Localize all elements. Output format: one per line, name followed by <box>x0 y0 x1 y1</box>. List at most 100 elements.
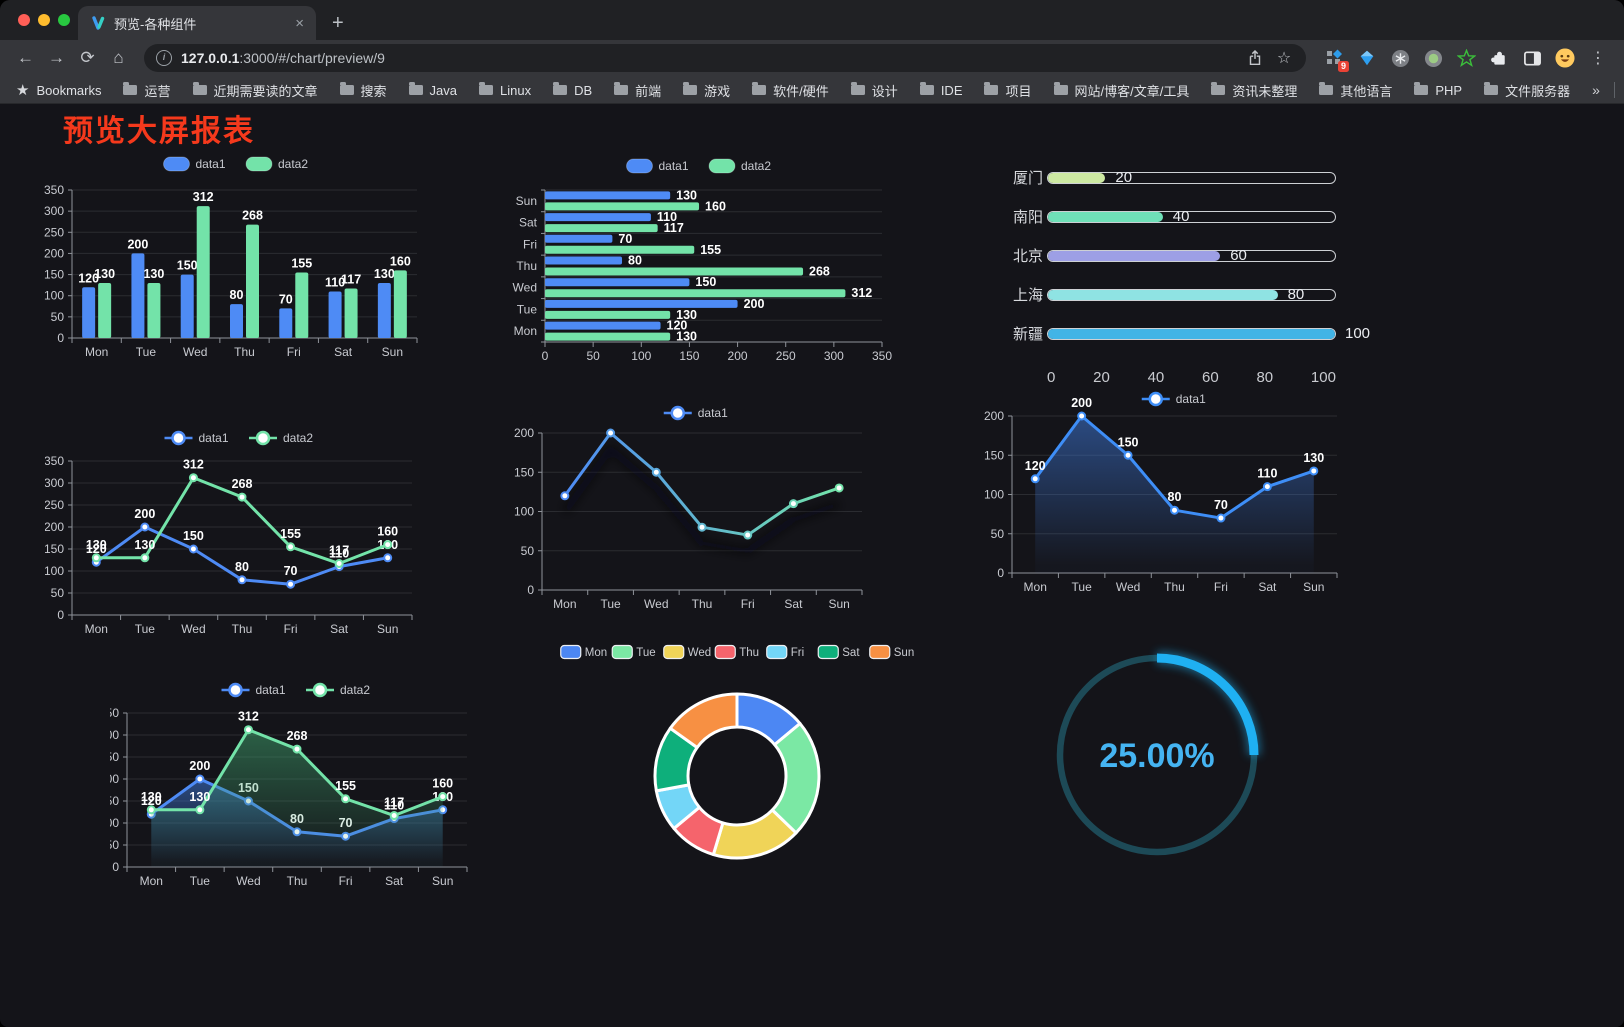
tab-close-icon[interactable]: × <box>295 14 304 32</box>
svg-text:300: 300 <box>44 204 64 218</box>
bookmark-folder[interactable]: Linux <box>479 82 531 98</box>
progress-fill <box>1048 172 1106 183</box>
svg-text:0: 0 <box>997 566 1004 580</box>
folder-icon <box>1211 82 1226 95</box>
progress-value: 20 <box>1115 168 1133 186</box>
folder-icon <box>123 82 138 95</box>
svg-text:70: 70 <box>1214 498 1228 512</box>
grid-extension-icon[interactable]: 9 <box>1324 48 1349 72</box>
bookmark-folder[interactable]: 文件服务器 <box>1484 81 1570 100</box>
horizontal-bar-chart[interactable]: data1 data2 0 50 100 150 200 250 300 350 Sun Sat Fri… <box>505 150 897 370</box>
address-bar[interactable]: i 127.0.0.1:3000/#/chart/preview/9 ☆ <box>144 44 1306 72</box>
progress-row: 北京 60 <box>995 236 1393 275</box>
bookmarks-manager[interactable]: ★ Bookmarks <box>16 81 101 99</box>
bookmark-label: 搜索 <box>360 83 387 99</box>
two-series-area-chart[interactable]: data1 data2 0 50 100 150 200 250 300 350 Mon Tue Wed… <box>110 677 482 895</box>
side-panel-icon[interactable] <box>1522 48 1542 68</box>
svg-text:117: 117 <box>329 544 349 558</box>
svg-text:80: 80 <box>628 254 642 268</box>
bookmark-folder[interactable]: 资讯未整理 <box>1211 81 1297 100</box>
close-window-button[interactable] <box>18 14 30 26</box>
bookmarks-overflow-chevron[interactable]: » <box>1592 82 1600 98</box>
svg-text:300: 300 <box>45 476 64 490</box>
folder-icon <box>408 82 423 95</box>
bookmark-star-icon[interactable]: ☆ <box>1276 50 1292 67</box>
svg-text:Mon: Mon <box>85 622 108 636</box>
svg-text:130: 130 <box>676 188 697 202</box>
bookmark-folder[interactable]: 项目 <box>984 81 1032 100</box>
green-star-extension-icon[interactable] <box>1456 48 1476 68</box>
bookmark-folder[interactable]: 设计 <box>850 81 898 100</box>
svg-text:Fri: Fri <box>523 237 537 251</box>
profile-avatar[interactable] <box>1555 48 1575 68</box>
bookmark-folder[interactable]: 网站/博客/文章/工具 <box>1053 81 1189 100</box>
bookmark-folder[interactable]: 其他语言 <box>1319 81 1392 100</box>
svg-text:Tue: Tue <box>136 345 157 359</box>
svg-text:Mon: Mon <box>553 597 576 611</box>
bookmark-folder[interactable]: IDE <box>919 82 962 98</box>
new-tab-button[interactable]: + <box>332 12 344 34</box>
forward-icon[interactable]: → <box>48 48 65 67</box>
svg-text:300: 300 <box>110 728 119 742</box>
svg-text:Wed: Wed <box>181 622 205 636</box>
weekday-donut-chart[interactable]: Mon Tue Wed Thu Fri Sat Sun <box>552 638 922 893</box>
bookmark-folder[interactable]: 软件/硬件 <box>752 81 829 100</box>
back-icon[interactable]: ← <box>17 48 34 67</box>
folder-icon <box>752 82 767 95</box>
city-progress-bars[interactable]: 厦门 20 南阳 40 北京 60 上海 80 新疆 100 0 20 40 60 80 100 <box>995 152 1393 394</box>
bookmark-label: 资讯未整理 <box>1232 83 1298 99</box>
progress-row: 南阳 40 <box>995 197 1393 236</box>
svg-text:Wed: Wed <box>513 281 537 295</box>
progress-track: 80 <box>1047 286 1336 303</box>
svg-text:130: 130 <box>141 790 162 804</box>
home-icon[interactable]: ⌂ <box>113 48 124 67</box>
grouped-bar-chart[interactable]: data1 data2 0 50 100 150 200 250 300 350 Mon Tue Wed… <box>40 150 432 370</box>
svg-text:Sat: Sat <box>334 345 353 359</box>
url-text: 127.0.0.1:3000/#/chart/preview/9 <box>181 50 385 66</box>
bookmarks-label: Bookmarks <box>36 82 102 98</box>
svg-text:Sun: Sun <box>1303 580 1324 594</box>
svg-text:268: 268 <box>287 729 308 743</box>
share-icon[interactable] <box>1245 48 1265 68</box>
browser-tab[interactable]: 预览-各种组件 × <box>78 6 316 40</box>
record-circle-extension-icon[interactable] <box>1423 48 1443 68</box>
bookmark-folder[interactable]: 前端 <box>614 81 661 100</box>
zoom-window-button[interactable] <box>58 14 70 26</box>
single-series-area-chart[interactable]: data1 0 50 100 150 200 Mon Tue Wed Thu Fri Sat Sun 12… <box>980 388 1362 603</box>
minimize-window-button[interactable] <box>38 14 50 26</box>
bookmark-folder[interactable]: 搜索 <box>339 81 387 100</box>
svg-text:80: 80 <box>235 560 249 574</box>
browser-menu-icon[interactable]: ⋮ <box>1590 50 1606 67</box>
bookmark-folder[interactable]: Java <box>408 82 457 98</box>
bookmark-folder[interactable]: 游戏 <box>683 81 730 100</box>
gradient-line-chart[interactable]: data1 0 50 100 150 200 Mon Tue Wed Thu Fri Sat Sun <box>505 400 887 618</box>
svg-text:150: 150 <box>679 349 699 363</box>
bookmark-label: 设计 <box>871 83 898 99</box>
svg-text:130: 130 <box>676 330 697 344</box>
svg-text:100: 100 <box>45 564 64 578</box>
series-data1 <box>560 428 844 555</box>
svg-text:100: 100 <box>514 505 534 519</box>
bookmark-folder[interactable]: 运营 <box>123 81 171 100</box>
reload-icon[interactable]: ⟳ <box>80 48 95 67</box>
asterisk-circle-extension-icon[interactable] <box>1390 48 1410 68</box>
svg-text:Wed: Wed <box>688 647 711 659</box>
bookmark-label: PHP <box>1435 82 1463 98</box>
bookmark-folder[interactable]: DB <box>553 82 592 98</box>
gauge-progress-arc <box>1156 653 1259 756</box>
svg-text:Thu: Thu <box>1164 580 1185 594</box>
bookmark-folder[interactable]: PHP <box>1414 82 1463 98</box>
two-series-line-chart[interactable]: data1 data2 0 50 100 150 200 250 300 350 Mon Tue Wed… <box>45 425 437 643</box>
bookmark-folder[interactable]: 近期需要读的文章 <box>192 81 318 100</box>
svg-text:117: 117 <box>384 796 404 810</box>
percentage-gauge[interactable]: 25.00% <box>1038 635 1280 877</box>
svg-text:160: 160 <box>377 525 398 539</box>
puzzle-extension-icon[interactable] <box>1489 48 1509 68</box>
series-data2: 130 130 312 268 155 117 160 <box>141 710 453 867</box>
gem-extension-icon[interactable] <box>1357 48 1377 68</box>
svg-text:200: 200 <box>45 520 64 534</box>
svg-text:Fri: Fri <box>741 597 755 611</box>
site-info-icon[interactable]: i <box>156 50 172 66</box>
progress-label: 南阳 <box>1013 209 1044 226</box>
